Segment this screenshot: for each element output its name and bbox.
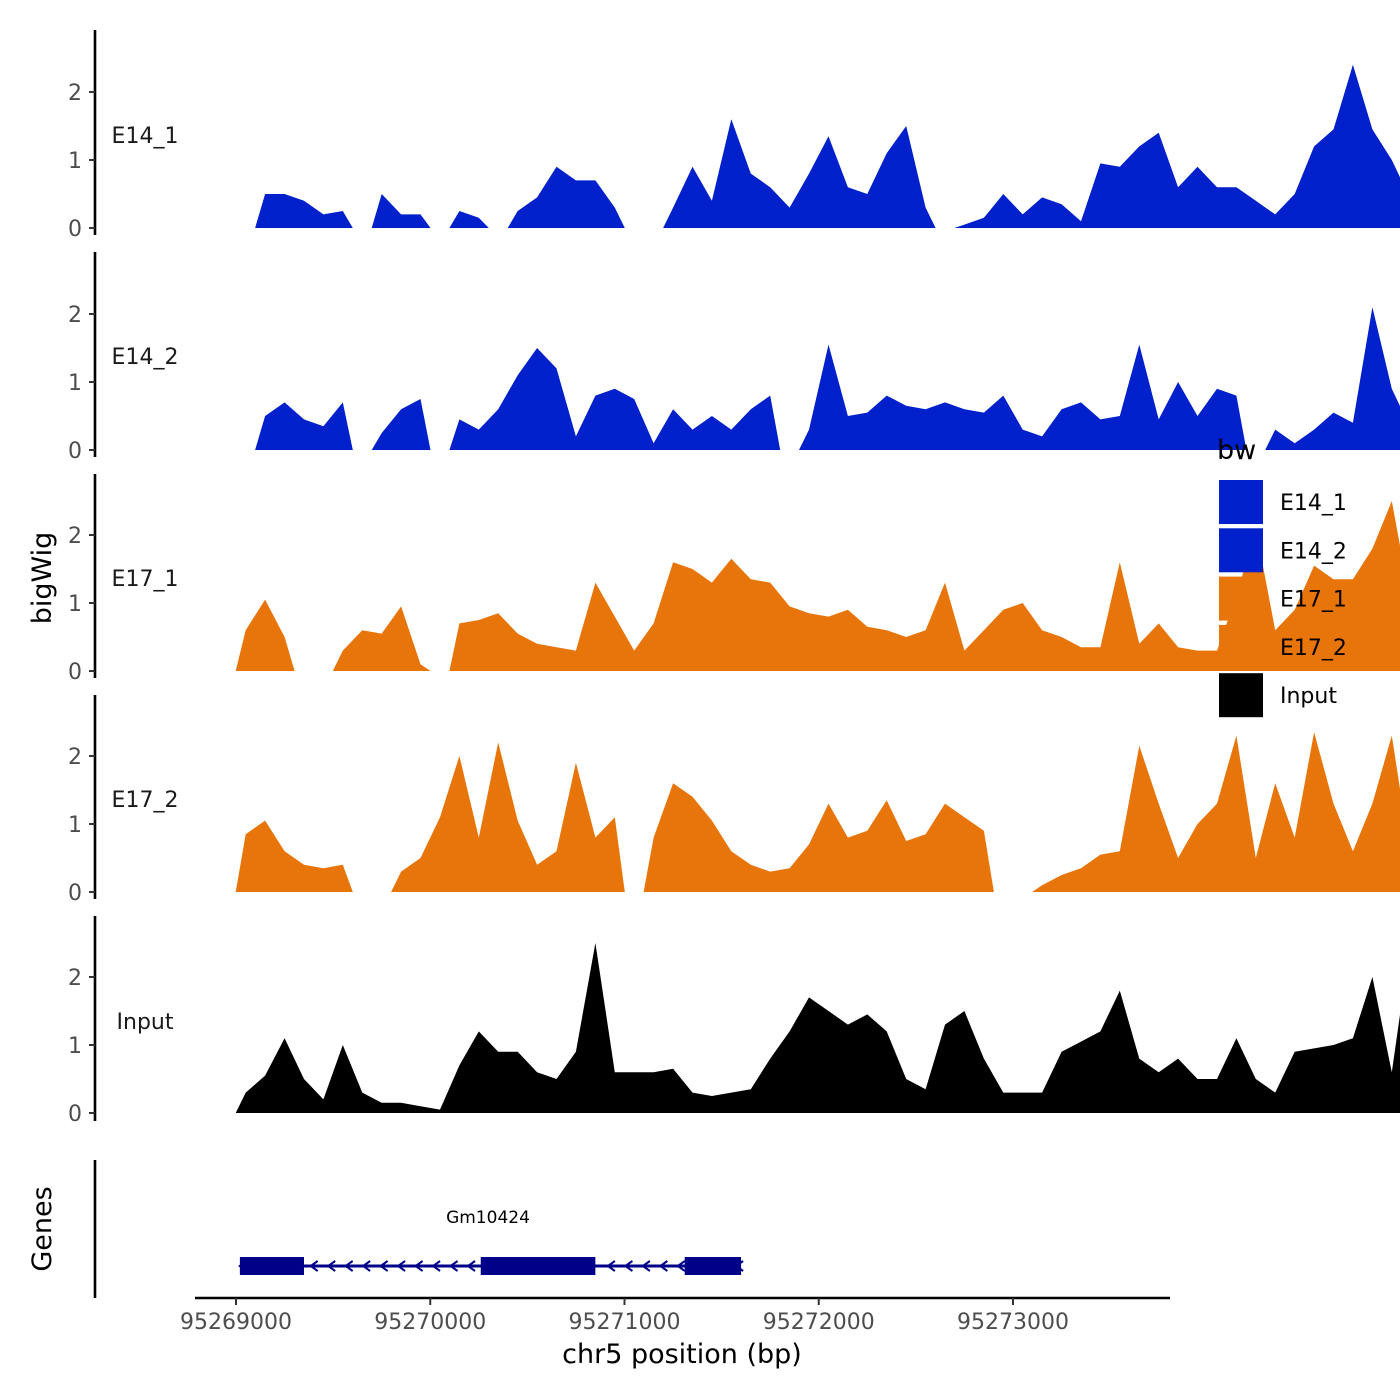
track-label: Input — [117, 1010, 174, 1035]
strand-arrow — [448, 1260, 459, 1272]
x-ticks: 95269000 95270000 95271000 95272000 95273000 — [180, 1298, 1069, 1335]
y-tick-label: 2 — [68, 745, 82, 770]
x-axis: 95269000 95270000 95271000 95272000 95273000… — [180, 1296, 1170, 1370]
legend-swatch — [1219, 673, 1263, 718]
signal-area-input — [235, 943, 1400, 1113]
y-tick-label: 0 — [68, 881, 82, 906]
track-label: E17_1 — [112, 567, 179, 592]
signal-area-e14-2 — [255, 307, 1400, 450]
legend-label: E14_2 — [1280, 539, 1347, 564]
x-tick-label: 95270000 — [374, 1310, 486, 1335]
strand-arrow — [361, 1260, 371, 1272]
y-tick-label: 2 — [68, 81, 82, 106]
legend-items: E14_1 E14_2 E17_1 E17_2 Input — [1219, 480, 1347, 718]
legend-label: E17_1 — [1280, 588, 1347, 613]
gene-track-label: Genes — [27, 1186, 58, 1271]
legend-title: bw — [1217, 435, 1256, 466]
x-tick-label: 95271000 — [569, 1310, 681, 1335]
legend-label: E17_2 — [1280, 636, 1347, 661]
y-axis-title: bigWig — [27, 532, 58, 625]
x-tick-label: 95269000 — [180, 1310, 292, 1335]
signal-area-e17-2 — [235, 732, 1400, 892]
y-tick-label: 0 — [68, 1102, 82, 1127]
gene-exon — [480, 1257, 596, 1275]
y-tick-label: 1 — [68, 1034, 82, 1059]
gene-name-label: Gm10424 — [446, 1208, 530, 1228]
strand-arrow — [343, 1260, 354, 1272]
track-panel-e17-2: 0 1 2 E17_2 — [68, 695, 1400, 906]
signal-area-e17-1 — [235, 501, 1400, 671]
track-panel-e14-1: 0 1 2 E14_1 — [68, 30, 1400, 242]
strand-arrow — [606, 1260, 616, 1272]
gene-track: Genes Gm10424 — [27, 1160, 744, 1298]
strand-arrow — [413, 1260, 424, 1272]
y-tick-label: 1 — [68, 813, 82, 838]
y-tick-label: 0 — [68, 439, 82, 464]
strand-arrow — [326, 1260, 336, 1272]
track-panel-e14-2: 0 1 2 E14_2 — [68, 252, 1400, 464]
strand-arrow — [396, 1260, 406, 1272]
track-label: E14_1 — [112, 124, 179, 149]
y-tick-label: 2 — [68, 524, 82, 549]
strand-arrow — [676, 1260, 686, 1272]
y-tick-label: 2 — [68, 303, 82, 328]
gene-exon — [684, 1257, 742, 1275]
y-tick-label: 1 — [68, 371, 82, 396]
legend-swatch — [1219, 576, 1263, 621]
legend-swatch — [1219, 624, 1263, 669]
x-tick-label: 95272000 — [763, 1310, 875, 1335]
y-tick-label: 0 — [68, 217, 82, 242]
signal-area-e14-1 — [255, 64, 1400, 228]
legend: bw E14_1 E14_2 E17_1 E17_2 Input — [1217, 435, 1347, 718]
strand-arrow — [431, 1260, 441, 1272]
strand-arrow — [623, 1260, 633, 1272]
track-panel-e17-1: 0 1 2 E17_1 — [68, 474, 1400, 685]
track-label: E14_2 — [112, 345, 179, 370]
y-tick-label: 0 — [68, 660, 82, 685]
x-tick-label: 95273000 — [957, 1310, 1069, 1335]
y-tick-label: 2 — [68, 966, 82, 991]
y-tick-label: 1 — [68, 592, 82, 617]
strand-arrow — [466, 1260, 476, 1272]
strand-arrow — [658, 1260, 668, 1272]
legend-swatch — [1219, 480, 1263, 524]
gene-exons — [239, 1257, 742, 1275]
strand-arrow — [641, 1260, 651, 1272]
track-panel-input: 0 1 2 Input — [68, 916, 1400, 1127]
x-axis-title: chr5 position (bp) — [562, 1339, 802, 1370]
legend-label: Input — [1280, 684, 1337, 709]
strand-arrow — [378, 1260, 389, 1272]
gene-exon — [239, 1257, 304, 1275]
legend-swatch — [1219, 528, 1263, 573]
y-tick-label: 1 — [68, 149, 82, 174]
track-label: E17_2 — [112, 788, 179, 813]
strand-arrow — [308, 1260, 319, 1272]
legend-label: E14_1 — [1280, 491, 1347, 516]
